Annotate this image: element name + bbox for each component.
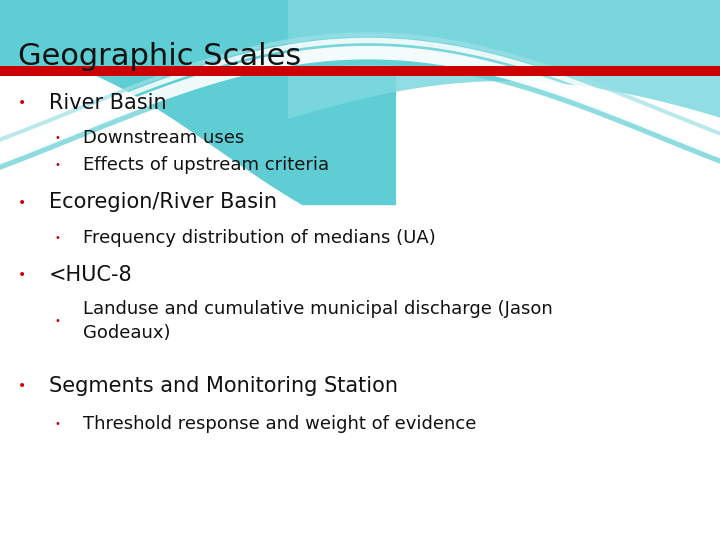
Text: <HUC-8: <HUC-8	[49, 265, 132, 286]
Polygon shape	[0, 0, 396, 205]
Text: •: •	[54, 133, 60, 143]
Text: Downstream uses: Downstream uses	[83, 129, 244, 147]
Text: •: •	[54, 160, 60, 170]
Text: Segments and Monitoring Station: Segments and Monitoring Station	[49, 376, 398, 396]
Text: •: •	[18, 268, 26, 282]
Text: Threshold response and weight of evidence: Threshold response and weight of evidenc…	[83, 415, 476, 433]
Text: •: •	[54, 233, 60, 242]
Text: Geographic Scales: Geographic Scales	[18, 42, 301, 71]
Text: River Basin: River Basin	[49, 92, 166, 113]
Polygon shape	[0, 38, 720, 148]
Text: Landuse and cumulative municipal discharge (Jason
Godeaux): Landuse and cumulative municipal dischar…	[83, 300, 552, 342]
Polygon shape	[288, 0, 720, 119]
Text: Frequency distribution of medians (UA): Frequency distribution of medians (UA)	[83, 228, 436, 247]
Text: •: •	[18, 195, 26, 210]
Polygon shape	[0, 57, 720, 170]
Text: Effects of upstream criteria: Effects of upstream criteria	[83, 156, 329, 174]
Bar	[0, 66, 720, 76]
Text: •: •	[54, 419, 60, 429]
Bar	[0, 0, 720, 73]
Polygon shape	[0, 46, 720, 165]
Text: •: •	[54, 316, 60, 326]
Text: •: •	[18, 96, 26, 110]
Polygon shape	[0, 32, 720, 142]
Text: Ecoregion/River Basin: Ecoregion/River Basin	[49, 192, 277, 213]
Text: •: •	[18, 379, 26, 393]
